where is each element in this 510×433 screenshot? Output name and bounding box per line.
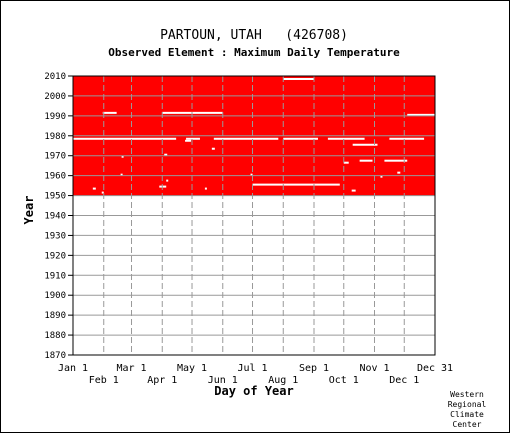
missing-data-segment xyxy=(283,77,315,80)
missing-data-segment xyxy=(204,187,207,190)
credit-line: Center xyxy=(452,420,482,429)
missing-data-segment xyxy=(283,137,318,140)
missing-data-segment xyxy=(252,183,340,186)
chart-subtitle: Observed Element : Maximum Daily Tempera… xyxy=(108,46,400,59)
x-tick-label: Feb 1 xyxy=(89,375,119,386)
y-tick-label: 1980 xyxy=(44,132,66,142)
y-tick-label: 1900 xyxy=(44,291,66,301)
plot-border xyxy=(72,75,436,356)
missing-data-segment xyxy=(327,137,365,140)
missing-data-segment xyxy=(278,195,435,198)
y-tick-label: 1880 xyxy=(44,331,66,341)
missing-data-segment xyxy=(352,143,378,146)
y-tick-label: 1940 xyxy=(44,212,66,222)
x-tick-label: Mar 1 xyxy=(116,363,146,374)
missing-data-segment xyxy=(380,175,383,178)
x-tick-label: Nov 1 xyxy=(359,363,389,374)
missing-data-segment xyxy=(101,191,104,194)
missing-data-segment xyxy=(185,139,192,142)
y-tick-label: 1920 xyxy=(44,251,66,261)
x-tick-label: Aug 1 xyxy=(268,375,298,386)
x-tick-label: Dec 31 xyxy=(417,363,453,374)
y-tick-label: 1990 xyxy=(44,112,66,122)
credit-line: Climate xyxy=(450,410,484,419)
y-tick-label: 1950 xyxy=(44,192,66,202)
missing-data-segment xyxy=(389,137,425,140)
missing-data-segment xyxy=(121,155,124,158)
x-tick-label: Oct 1 xyxy=(329,375,359,386)
y-tick-label: 1930 xyxy=(44,231,66,241)
x-tick-label: Jan 1 xyxy=(58,363,88,374)
missing-data-segment xyxy=(73,137,177,140)
missing-data-segment xyxy=(407,113,435,116)
missing-data-segment xyxy=(250,173,253,176)
plot-area: 1870 1880 1890 1900 1910 1920 1930 1940 1950 1960… xyxy=(44,72,453,386)
missing-data-segment xyxy=(213,137,279,140)
missing-data-segment xyxy=(384,159,408,162)
y-tick-label: 2000 xyxy=(44,92,66,102)
x-tick-label: Jul 1 xyxy=(237,363,267,374)
missing-data-segment xyxy=(343,161,349,164)
missing-data-segment xyxy=(166,195,253,198)
chart-title: PARTOUN, UTAH (426708) xyxy=(160,28,348,43)
credit-line: Regional xyxy=(447,400,487,409)
missing-data-segment xyxy=(359,159,373,162)
y-tick-label: 1960 xyxy=(44,172,66,182)
missing-data-segment xyxy=(92,187,96,190)
missing-data-segment xyxy=(397,171,401,174)
y-axis-label: Year xyxy=(22,196,36,225)
missing-data-segment xyxy=(186,137,200,140)
wrcc-credit: Western Regional Climate Center xyxy=(437,390,497,430)
x-tick-label: Jun 1 xyxy=(208,375,238,386)
y-tick-label: 1970 xyxy=(44,152,66,162)
x-tick-label: Apr 1 xyxy=(147,375,177,386)
missing-data-segment xyxy=(351,189,356,192)
missing-data-segment xyxy=(166,179,169,182)
x-tick-label: Sep 1 xyxy=(299,363,329,374)
x-tick-label: Dec 1 xyxy=(389,375,419,386)
x-tick-label: May 1 xyxy=(177,363,207,374)
y-tick-label: 1890 xyxy=(44,311,66,321)
missing-data-segment xyxy=(164,153,168,156)
missing-data-segment xyxy=(102,111,117,114)
y-tick-label: 2010 xyxy=(44,72,66,82)
y-tick-label: 1870 xyxy=(44,351,66,361)
credit-line: Western xyxy=(450,390,484,399)
y-tick-label: 1910 xyxy=(44,271,66,281)
missing-data-segment xyxy=(211,147,215,150)
x-axis-label: Day of Year xyxy=(214,384,293,398)
missing-data-segment xyxy=(120,173,123,176)
